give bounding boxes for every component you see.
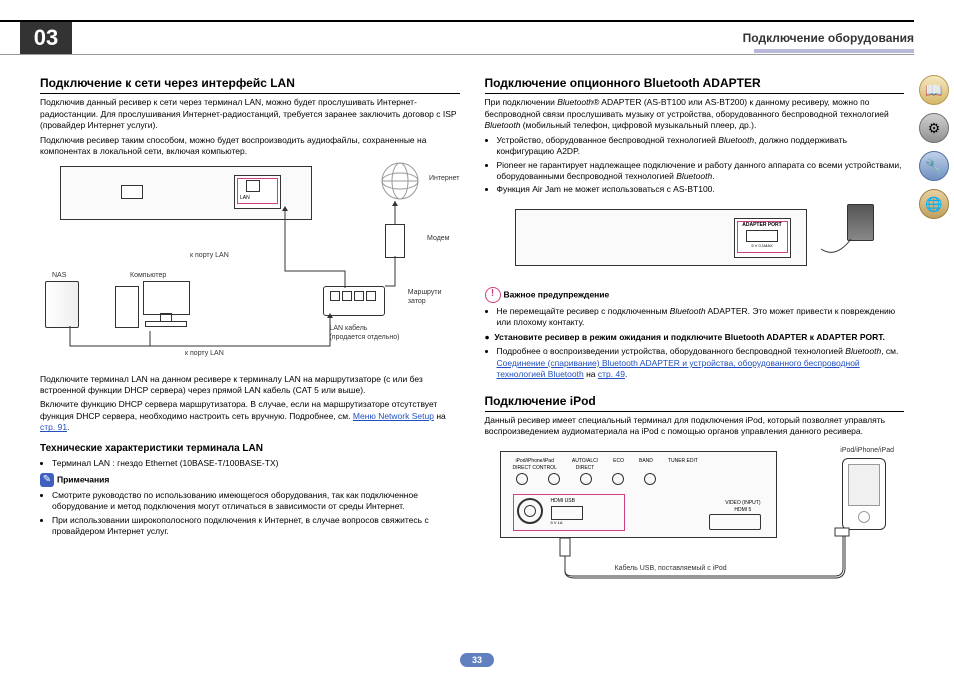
- voltage-label: 5 V 0.1MAX: [738, 243, 787, 248]
- note-2: При использовании широкополосного подклю…: [52, 515, 460, 538]
- modem-label: Модем: [427, 234, 449, 243]
- link-page-91[interactable]: стр. 91: [40, 422, 67, 432]
- bt-adapter-port: ADAPTER PORT 5 V 0.1MAX: [734, 218, 791, 258]
- warn-1: Не перемещайте ресивер с подключенным Bl…: [497, 306, 905, 329]
- video-input-label: VIDEO (INPUT) HDMI 5: [725, 500, 760, 514]
- ipod-device-label: iPod/iPhone/iPad: [840, 446, 894, 455]
- bt-li2: Pioneer не гарантирует надлежащее подклю…: [497, 160, 905, 183]
- bt-p1a: При подключении: [485, 97, 558, 107]
- note-icon: ✎: [40, 473, 54, 487]
- bt-heading: Подключение опционного Bluetooth ADAPTER: [485, 75, 905, 94]
- btn-label-3: BAND: [639, 458, 653, 472]
- note-1: Смотрите руководство по использованию им…: [52, 490, 460, 513]
- link-page-49[interactable]: стр. 49: [598, 369, 625, 379]
- header-accent-bar: [754, 49, 914, 53]
- ipod-receiver-box: iPod/iPhone/iPad DIRECT CONTROL AUTO/ALC…: [500, 451, 777, 538]
- more-e: .: [625, 369, 627, 379]
- receiver-box: LAN: [60, 166, 312, 220]
- computer-box: [115, 281, 195, 331]
- bt-li2b: Bluetooth: [676, 171, 712, 181]
- notes-heading: ✎Примечания: [40, 473, 460, 487]
- lan-spec-heading: Технические характеристики терминала LAN: [40, 442, 460, 456]
- router-label: Маршрути затор: [408, 288, 442, 307]
- network-icon[interactable]: 🔧: [919, 151, 949, 181]
- more-a: Подробнее о воспроизведении устройства, …: [497, 346, 846, 356]
- bt-instr-text: Установите ресивер в режим ожидания и по…: [494, 332, 885, 342]
- small-port-1: [121, 185, 143, 199]
- more-d: на: [584, 369, 598, 379]
- left-column: Подключение к сети через интерфейс LAN П…: [40, 75, 460, 645]
- bt-p1d: Bluetooth: [485, 120, 521, 130]
- link-bt-pairing[interactable]: Соединение (спаривание) Bluetooth ADAPTE…: [497, 358, 860, 379]
- lan-cable-label: LAN кабель (продается отдельно): [329, 324, 399, 343]
- ipod-diagram: iPod/iPhone/iPad DIRECT CONTROL AUTO/ALC…: [485, 446, 905, 586]
- bt-instruction: ● Установите ресивер в режим ожидания и …: [485, 332, 905, 343]
- lan-diagram: LAN Интернет Модем: [40, 166, 460, 366]
- lan-intro-1: Подключив данный ресивер к сети через те…: [40, 97, 460, 131]
- link-network-setup[interactable]: Меню Network Setup: [353, 411, 434, 421]
- usb-voltage: 5 V 1A: [551, 520, 583, 525]
- chapter-number: 03: [20, 22, 72, 54]
- btn-label-1: AUTO/ALC/ DIRECT: [572, 458, 598, 472]
- bt-receiver-box: ADAPTER PORT 5 V 0.1MAX: [515, 209, 807, 266]
- lan-port-detail: LAN: [234, 175, 281, 209]
- book-icon[interactable]: 📖: [919, 75, 949, 105]
- lan-port-label-2: к порту LAN: [185, 349, 224, 358]
- warn-title: Важное предупреждение: [504, 289, 610, 299]
- nas-box: [45, 281, 79, 328]
- btn-label-4: TUNER EDIT: [668, 458, 698, 472]
- lan-instr-2c: .: [67, 422, 69, 432]
- ipod-intro: Данный ресивер имеет специальный термина…: [485, 415, 905, 438]
- router-box: [323, 286, 385, 316]
- lan-intro-2: Подключив ресивер таким способом, можно …: [40, 135, 460, 158]
- more-c: , см.: [881, 346, 898, 356]
- adapter-port-label: ADAPTER PORT: [738, 222, 787, 229]
- lan-port-label-1: к порту LAN: [190, 251, 229, 260]
- bt-intro: При подключении Bluetooth® ADAPTER (AS-B…: [485, 97, 905, 131]
- bt-li2c: .: [712, 171, 714, 181]
- bt-li1b: Bluetooth: [718, 135, 754, 145]
- lan-port-label: LAN: [240, 195, 250, 202]
- lan-instr-2: Включите функцию DHCP сервера маршрутиза…: [40, 399, 460, 433]
- usb-label: HDMI USB: [551, 498, 583, 505]
- lan-instr-1: Подключите терминал LAN на данном ресиве…: [40, 374, 460, 397]
- bt-diagram: ADAPTER PORT 5 V 0.1MAX: [485, 204, 905, 279]
- btn-label-2: ECO: [613, 458, 624, 472]
- page-header: 03 Подключение оборудования: [0, 20, 914, 55]
- warning-icon: !: [485, 287, 501, 303]
- bt-p1e: (мобильный телефон, цифровой музыкальный…: [520, 120, 756, 130]
- bt-li1: Устройство, оборудованное беспроводной т…: [497, 135, 905, 158]
- more-b: Bluetooth: [845, 346, 881, 356]
- page-number: 33: [460, 653, 494, 667]
- content-columns: Подключение к сети через интерфейс LAN П…: [40, 75, 904, 645]
- notes-title: Примечания: [57, 474, 109, 484]
- warn1b: Bluetooth: [670, 306, 706, 316]
- internet-label: Интернет: [429, 174, 460, 183]
- bt-more: Подробнее о воспроизведении устройства, …: [497, 346, 905, 380]
- btn-label-0: iPod/iPhone/iPad DIRECT CONTROL: [513, 458, 557, 472]
- bt-li1a: Устройство, оборудованное беспроводной т…: [497, 135, 719, 145]
- globe-icon[interactable]: 🌐: [919, 189, 949, 219]
- bt-li3: Функция Air Jam не может использоваться …: [497, 184, 905, 195]
- lan-spec-item: Терминал LAN : гнездо Ethernet (10BASE-T…: [52, 458, 460, 469]
- ipod-cable-label: Кабель USB, поставляемый с iPod: [615, 564, 727, 573]
- header-title: Подключение оборудования: [743, 30, 914, 46]
- lan-instr-2b: на: [434, 411, 446, 421]
- nas-label: NAS: [52, 271, 66, 280]
- warn1a: Не перемещайте ресивер с подключенным: [497, 306, 670, 316]
- warn-heading: !Важное предупреждение: [485, 287, 905, 303]
- computer-label: Компьютер: [130, 271, 166, 280]
- lan-heading: Подключение к сети через интерфейс LAN: [40, 75, 460, 94]
- bt-p1b: Bluetooth: [557, 97, 593, 107]
- internet-globe-icon: [380, 161, 420, 201]
- equipment-icon[interactable]: ⚙: [919, 113, 949, 143]
- sidebar-nav: 📖 ⚙ 🔧 🌐: [919, 75, 949, 227]
- ipod-port-highlight: HDMI USB 5 V 1A: [513, 494, 625, 531]
- bt-wire: [816, 234, 856, 264]
- ipod-device: [842, 458, 886, 530]
- modem-box: [385, 224, 405, 258]
- ipod-heading: Подключение iPod: [485, 393, 905, 412]
- right-column: Подключение опционного Bluetooth ADAPTER…: [485, 75, 905, 645]
